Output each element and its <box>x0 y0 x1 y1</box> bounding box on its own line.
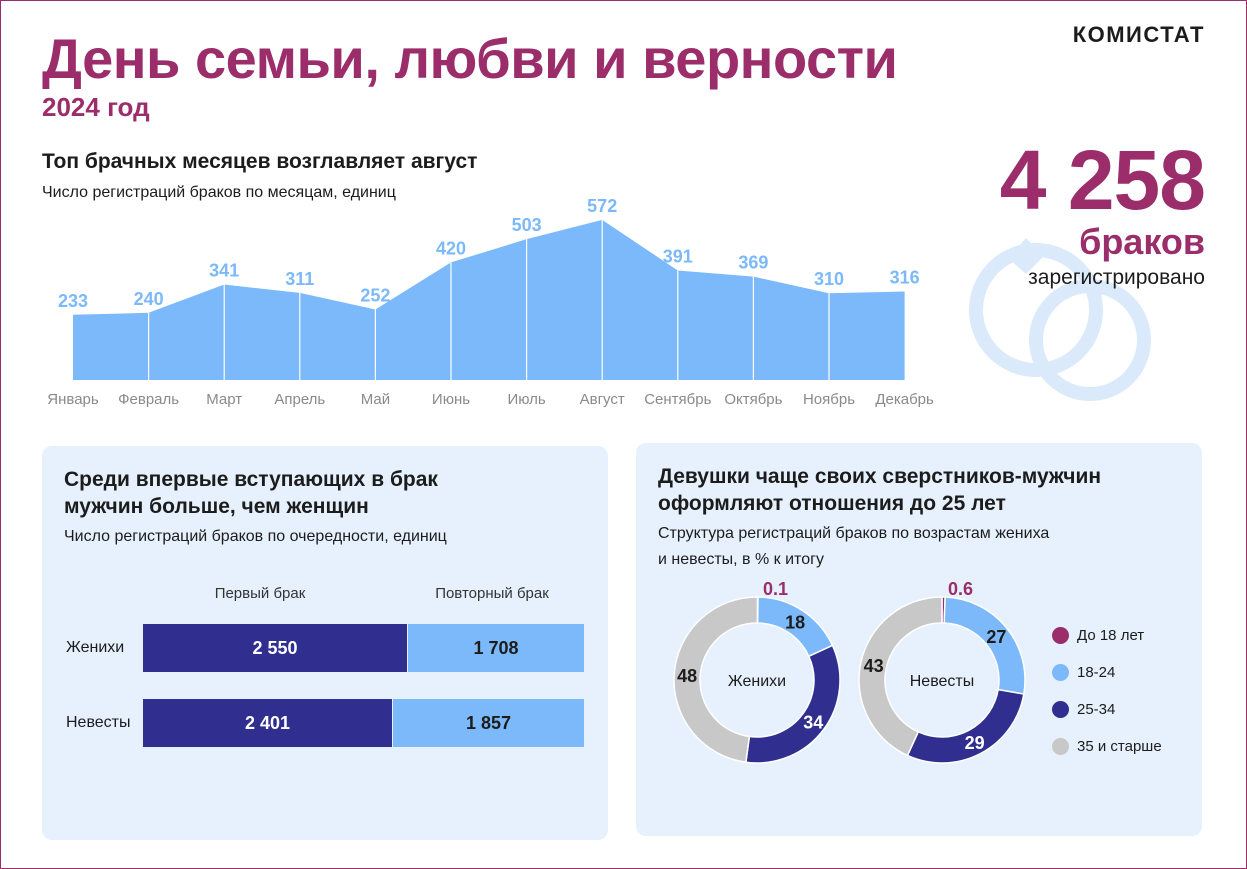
x-tick-label: Январь <box>47 391 99 408</box>
bar-first-marriage: 2 550 <box>143 624 407 672</box>
monthly-chart-title: Топ брачных месяцев возглавляет август <box>42 150 478 173</box>
legend-item: 18-24 <box>1052 654 1162 691</box>
x-tick-label: Июль <box>507 391 545 408</box>
x-tick-label: Март <box>206 391 242 408</box>
legend-item: До 18 лет <box>1052 617 1162 654</box>
row-label: Женихи <box>66 639 125 656</box>
data-label: 252 <box>360 285 390 305</box>
marriage-order-title-2: мужчин больше, чем женщин <box>64 495 369 519</box>
x-tick-label: Февраль <box>118 391 179 408</box>
marriage-order-title-1: Среди впервые вступающих в брак <box>64 468 438 491</box>
wedding-rings-icon <box>969 238 1151 401</box>
x-tick-label: Июнь <box>432 391 470 408</box>
data-label: 240 <box>134 289 164 309</box>
data-label: 369 <box>738 253 768 273</box>
legend-swatch <box>1052 627 1069 644</box>
legend-swatch <box>1052 738 1069 755</box>
age-structure-subtitle-2: и невесты, в % к итогу <box>658 551 824 569</box>
monthly-chart-subtitle: Число регистраций браков по месяцам, еди… <box>42 184 396 202</box>
age-structure-subtitle-1: Структура регистраций браков по возраста… <box>658 524 1050 542</box>
page-year: 2024 год <box>42 92 150 122</box>
data-label: 503 <box>512 215 542 235</box>
x-tick-label: Май <box>361 391 390 408</box>
legend-label: До 18 лет <box>1077 627 1145 644</box>
legend-swatch <box>1052 664 1069 681</box>
data-label: 572 <box>587 196 617 216</box>
data-label: 310 <box>814 269 844 289</box>
age-legend: До 18 лет 18-24 25-34 35 и старше <box>1052 617 1162 765</box>
monthly-chart-header: Топ брачных месяцев возглавляет август Ч… <box>42 148 477 204</box>
total-caption: зарегистрировано <box>1028 265 1205 289</box>
marriage-order-subtitle: Число регистраций браков по очередности,… <box>64 527 447 545</box>
data-label: 420 <box>436 238 466 258</box>
bar-repeat-marriage: 1 708 <box>408 624 584 672</box>
data-label: 391 <box>663 247 693 267</box>
age-structure-title-1: Девушки чаще своих сверстников-мужчин <box>658 465 1102 488</box>
bar-first-marriage: 2 401 <box>143 699 392 747</box>
bar-repeat-marriage: 1 857 <box>393 699 584 747</box>
x-tick-label: Ноябрь <box>803 391 855 408</box>
brand-logo: КОМИСТАТ <box>1072 22 1205 47</box>
page-title: День семьи, любви и верности <box>42 27 898 90</box>
x-tick-label: Апрель <box>274 391 325 408</box>
age-structure-title-2: оформляют отношения до 25 лет <box>658 492 1006 516</box>
data-label: 311 <box>285 269 314 289</box>
total-marriages: 4 258 браков зарегистрировано <box>999 133 1206 290</box>
legend-swatch <box>1052 701 1069 718</box>
legend-label: 18-24 <box>1077 664 1116 681</box>
total-value: 4 258 <box>999 133 1206 227</box>
row-label: Невесты <box>66 714 131 731</box>
x-tick-label: Сентябрь <box>644 391 711 408</box>
legend-label: 35 и старше <box>1077 738 1162 755</box>
marriage-order-header: Среди впервые вступающих в брак мужчин б… <box>64 466 447 547</box>
data-label: 341 <box>209 261 239 281</box>
monthly-area-chart: 233 Январь 240 Февраль 341 Март 311 Апрель 252 Ма… <box>47 196 934 408</box>
x-tick-label: Декабрь <box>875 391 934 408</box>
data-label: 316 <box>890 268 920 288</box>
col-repeat-marriage: Повторный брак <box>435 585 549 602</box>
legend-label: 25-34 <box>1077 701 1116 718</box>
total-unit: браков <box>1079 221 1205 262</box>
x-tick-label: Август <box>580 391 625 408</box>
x-tick-label: Октябрь <box>724 391 782 408</box>
col-first-marriage: Первый брак <box>214 585 306 602</box>
age-structure-header: Девушки чаще своих сверстников-мужчин оф… <box>658 463 1101 571</box>
legend-item: 35 и старше <box>1052 728 1162 765</box>
data-label: 233 <box>58 291 88 311</box>
legend-item: 25-34 <box>1052 691 1162 728</box>
area-series <box>73 219 905 380</box>
